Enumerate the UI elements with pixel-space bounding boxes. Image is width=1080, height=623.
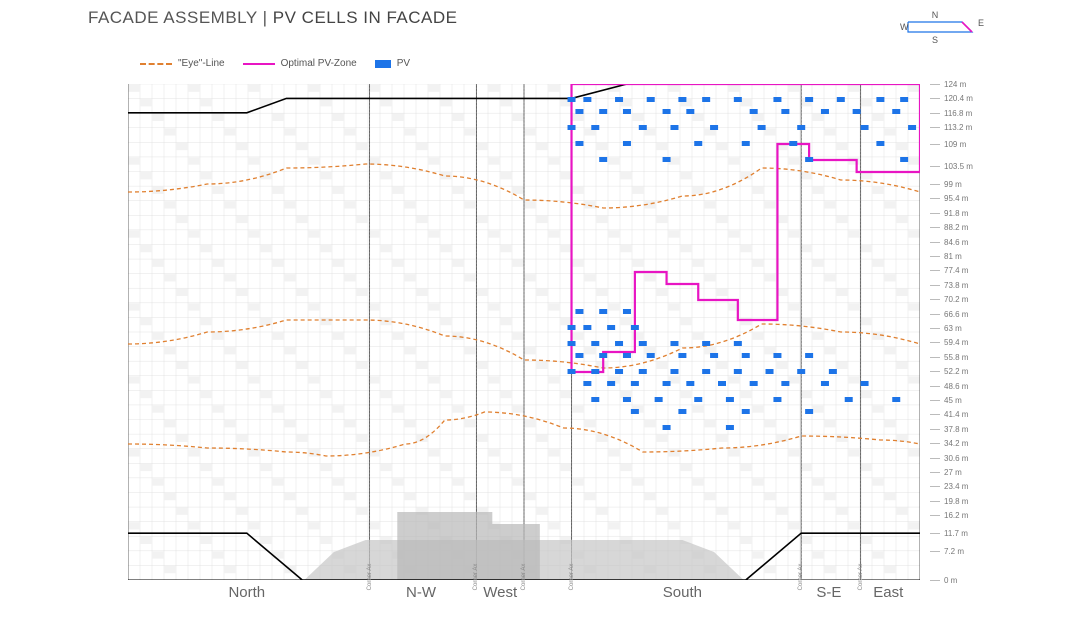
corner-axis-label: Corner Ax — [569, 564, 575, 591]
y-axis-label: 124 m — [944, 80, 966, 89]
svg-text:S: S — [932, 35, 938, 45]
y-axis-label: 77.4 m — [944, 266, 968, 275]
y-axis-label: 70.2 m — [944, 295, 968, 304]
title-sep: | — [257, 8, 272, 27]
y-axis-label: 88.2 m — [944, 223, 968, 232]
page-title: FACADE ASSEMBLY | PV CELLS IN FACADE — [88, 8, 458, 28]
y-axis-label: 16.2 m — [944, 511, 968, 520]
y-axis-label: 99 m — [944, 180, 962, 189]
x-axis-label: South — [663, 584, 702, 601]
y-axis-label: 7.2 m — [944, 547, 964, 556]
y-axis-label: 52.2 m — [944, 367, 968, 376]
corner-axis-label: Corner Ax — [858, 564, 864, 591]
y-axis-label: 48.6 m — [944, 382, 968, 391]
legend-swatch — [140, 63, 172, 65]
y-axis-labels: 124 m120.4 m116.8 m113.2 m109 m103.5 m99… — [930, 84, 990, 580]
corner-axis-label: Corner Ax — [473, 564, 479, 591]
y-axis-label: 23.4 m — [944, 482, 968, 491]
legend-swatch — [375, 60, 391, 68]
y-axis-label: 27 m — [944, 468, 962, 477]
y-axis-label: 113.2 m — [944, 123, 972, 132]
legend-item: PV — [375, 58, 410, 69]
y-axis-label: 109 m — [944, 140, 966, 149]
legend-label: "Eye"-Line — [178, 58, 225, 69]
corner-axis-label: Corner Ax — [798, 564, 804, 591]
legend-swatch — [243, 63, 275, 65]
y-axis-label: 11.7 m — [944, 529, 968, 538]
y-axis-label: 30.6 m — [944, 454, 968, 463]
y-axis-label: 45 m — [944, 396, 962, 405]
x-axis-label: West — [483, 584, 517, 601]
y-axis-label: 66.6 m — [944, 310, 968, 319]
y-axis-label: 120.4 m — [944, 94, 973, 103]
legend-item: Optimal PV-Zone — [243, 58, 357, 69]
y-axis-label: 34.2 m — [944, 439, 968, 448]
y-axis-label: 63 m — [944, 324, 962, 333]
svg-text:W: W — [900, 22, 909, 32]
y-axis-label: 73.8 m — [944, 281, 968, 290]
facade-chart — [128, 84, 920, 580]
y-axis-label: 0 m — [944, 576, 957, 585]
y-axis-label: 95.4 m — [944, 194, 968, 203]
x-axis-labels: NorthN-WWestSouthS-EEastCorner AxCorner … — [128, 584, 920, 608]
y-axis-label: 81 m — [944, 252, 962, 261]
y-axis-label: 55.8 m — [944, 353, 968, 362]
x-axis-label: S-E — [816, 584, 841, 601]
svg-text:N: N — [932, 10, 939, 20]
x-axis-label: N-W — [406, 584, 436, 601]
y-axis-label: 116.8 m — [944, 109, 972, 118]
legend: "Eye"-Line Optimal PV-Zone PV — [140, 58, 410, 69]
y-axis-label: 41.4 m — [944, 410, 968, 419]
y-axis-label: 91.8 m — [944, 209, 968, 218]
legend-item: "Eye"-Line — [140, 58, 225, 69]
compass-icon: N E S W — [900, 10, 980, 44]
y-axis-label: 19.8 m — [944, 497, 968, 506]
svg-text:E: E — [978, 18, 984, 28]
title-prefix: FACADE ASSEMBLY — [88, 8, 257, 27]
y-axis-label: 59.4 m — [944, 338, 968, 347]
x-axis-label: East — [873, 584, 903, 601]
legend-label: PV — [397, 58, 410, 69]
corner-axis-label: Corner Ax — [521, 564, 527, 591]
y-axis-label: 37.8 m — [944, 425, 968, 434]
title-main: PV CELLS IN FACADE — [273, 8, 458, 27]
x-axis-label: North — [228, 584, 265, 601]
corner-axis-label: Corner Ax — [367, 564, 373, 591]
legend-label: Optimal PV-Zone — [281, 58, 357, 69]
y-axis-label: 103.5 m — [944, 162, 973, 171]
y-axis-label: 84.6 m — [944, 238, 968, 247]
